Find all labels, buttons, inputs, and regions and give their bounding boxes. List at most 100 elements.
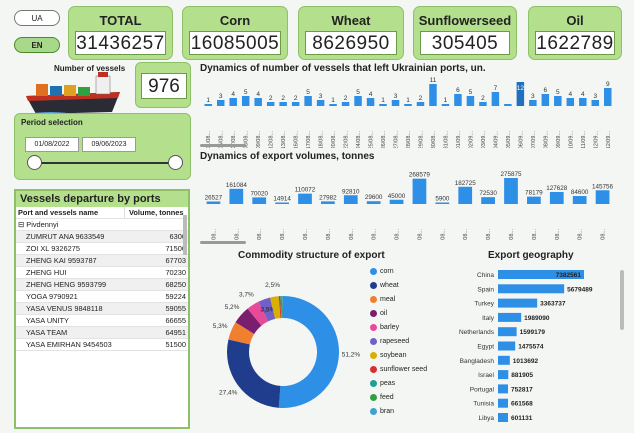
- category-label: Israel: [478, 372, 494, 379]
- table-row[interactable]: YASA VENUS 9848118 59055: [16, 302, 188, 315]
- vessel-volume: 64951: [124, 326, 188, 339]
- bar: [279, 102, 287, 106]
- legend-item[interactable]: bran: [370, 404, 470, 418]
- volumes-chart: 26527 01/08... 161084 05/08... 70020 07/08...…: [205, 171, 614, 240]
- table-row[interactable]: ZHENG HENG 9593799 68250: [16, 278, 188, 291]
- legend-swatch: [370, 351, 377, 359]
- geography-scrollbar[interactable]: [620, 270, 624, 330]
- kpi-oil: Oil 1622789: [528, 6, 622, 60]
- legend-swatch: [370, 281, 377, 289]
- data-label: 601131: [511, 415, 533, 422]
- slice: [247, 301, 269, 326]
- period-end-input[interactable]: 09/06/2023: [82, 137, 136, 152]
- lang-ua-button[interactable]: UA: [14, 10, 60, 26]
- period-slider-end-handle[interactable]: [168, 155, 183, 170]
- data-label: 92810: [342, 188, 360, 195]
- bar: [389, 199, 404, 204]
- vessels-chart-scrollbar[interactable]: [200, 144, 246, 147]
- data-label: 3: [593, 93, 597, 100]
- period-slider-start-handle[interactable]: [27, 155, 42, 170]
- tick-label: 02/09...: [468, 131, 474, 148]
- table-row[interactable]: YASA EMIRHAN 9454503 51500: [16, 338, 188, 351]
- table-row[interactable]: ZHENG HUI 70230: [16, 266, 188, 279]
- kpi-value: 16085005: [189, 31, 281, 55]
- kpi-label: Sunflowerseed: [418, 13, 512, 28]
- bar: [241, 96, 250, 106]
- lang-en-button[interactable]: EN: [14, 37, 60, 53]
- table-row[interactable]: ZOI XL 9326275 71500: [16, 242, 188, 255]
- legend-item[interactable]: soybean: [370, 348, 470, 362]
- vessel-volume: 68250: [124, 278, 188, 291]
- bar: [566, 98, 575, 106]
- data-label: 11: [430, 77, 437, 84]
- data-label: 127628: [546, 185, 568, 192]
- tick-label: 08/08...: [280, 229, 286, 240]
- tick-label: 13/08...: [281, 131, 287, 148]
- period-start-input[interactable]: 01/08/2022: [25, 137, 79, 152]
- column-header-volume[interactable]: Volume, tonnes: [123, 207, 188, 219]
- table-scrollbar[interactable]: [183, 215, 187, 255]
- tick-label: 17/08...: [306, 131, 312, 148]
- legend-item[interactable]: rapeseed: [370, 334, 470, 348]
- group-row[interactable]: ⊟ Pivdennyi: [16, 218, 188, 231]
- legend-label: rapeseed: [380, 337, 410, 345]
- commodity-legend: corn wheat meal oil barley rapeseed soybean sun…: [370, 264, 470, 418]
- legend-swatch: [370, 309, 377, 317]
- table-row[interactable]: YASA TEAM 64951: [16, 326, 188, 339]
- legend-swatch: [370, 323, 377, 331]
- data-label: 881905: [511, 372, 533, 379]
- legend-item[interactable]: corn: [370, 264, 470, 278]
- table-row[interactable]: YOGA 9790921 59224: [16, 290, 188, 303]
- category-label: Tunisia: [473, 401, 494, 408]
- tick-label: 05/08...: [219, 131, 225, 148]
- bar: [321, 201, 335, 204]
- bar: [291, 102, 300, 106]
- data-label: 1: [381, 97, 385, 104]
- bar: [354, 96, 362, 106]
- legend-swatch: [370, 295, 377, 303]
- data-label: 5679489: [567, 286, 593, 293]
- legend-label: feed: [380, 393, 394, 401]
- column-header-name[interactable]: Port and vessels name: [16, 207, 124, 219]
- vessel-volume: 70230: [124, 266, 188, 279]
- vessel-name: ZHENG HENG 9593799: [16, 278, 124, 291]
- tick-label: 26/08...: [532, 229, 538, 240]
- volumes-chart-scrollbar[interactable]: [200, 241, 246, 244]
- bar: [343, 195, 358, 204]
- data-label: 268579: [409, 172, 431, 179]
- legend-item[interactable]: peas: [370, 376, 470, 390]
- legend-item[interactable]: oil: [370, 306, 470, 320]
- table-row[interactable]: ZUMRUT ANA 9633549 6300: [16, 230, 188, 243]
- bar: [206, 201, 221, 204]
- legend-item[interactable]: wheat: [370, 278, 470, 292]
- legend-item[interactable]: sunflower seed: [370, 362, 470, 376]
- geography-chart: China 7382561 Spain 5679489 Turkey 3363737 Ita…: [459, 270, 593, 422]
- category-label: Spain: [477, 286, 494, 293]
- legend-label: meal: [380, 295, 396, 303]
- category-label: Netherlands: [459, 329, 495, 336]
- data-label: 29600: [365, 194, 383, 201]
- vessel-volume: 71500: [124, 242, 188, 255]
- tick-label: 29/08...: [601, 229, 607, 240]
- table-row[interactable]: ZHENG KAI 9593787 67703: [16, 254, 188, 267]
- legend-item[interactable]: feed: [370, 390, 470, 404]
- data-label: 6: [544, 87, 548, 94]
- collapse-icon[interactable]: ⊟: [18, 220, 25, 229]
- bar: [366, 201, 381, 204]
- bar: [527, 196, 541, 204]
- bar: [498, 398, 508, 408]
- legend-item[interactable]: meal: [370, 292, 470, 306]
- data-label: 4: [568, 91, 572, 98]
- table-row[interactable]: YASA UNITY 66655: [16, 314, 188, 327]
- vessel-name: ZUMRUT ANA 9633549: [16, 230, 124, 243]
- slice: [228, 322, 255, 345]
- bar: [298, 193, 312, 204]
- legend-item[interactable]: barley: [370, 320, 470, 334]
- bar: [591, 100, 600, 106]
- period-label: Period selection: [21, 118, 83, 127]
- vessels-chart: 1 01/08... 3 05/08... 4 07/08... 5 08/08... 4 09/…: [204, 77, 612, 148]
- tick-label: 28/08...: [406, 131, 412, 148]
- ship-icon: [21, 72, 131, 120]
- slice-label: 3,7%: [239, 292, 254, 299]
- bar: [572, 196, 587, 204]
